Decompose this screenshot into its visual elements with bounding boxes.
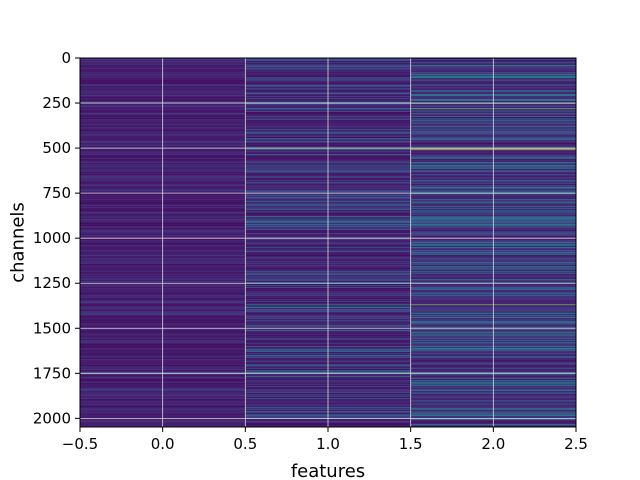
x-tick-label: 1.5 [399,435,423,453]
y-tick-label: 500 [42,139,71,157]
y-tick-label: 2000 [33,409,71,427]
y-tick-label: 1750 [33,364,71,382]
x-tick-label: 0.0 [151,435,175,453]
x-tick-label: −0.5 [62,435,98,453]
x-axis-ticks: −0.5 0.0 0.5 1.0 1.5 2.0 2.5 [62,427,588,453]
y-axis-label: channels [7,202,28,283]
x-axis-label: features [291,461,365,480]
x-tick-label: 2.0 [481,435,505,453]
y-tick-label: 1250 [33,274,71,292]
x-tick-label: 0.5 [233,435,257,453]
y-tick-label: 1000 [33,229,71,247]
x-tick-label: 1.0 [316,435,340,453]
y-tick-label: 750 [42,184,71,202]
y-axis-ticks: 0 250 500 750 1000 1250 1500 1750 2000 [33,49,80,427]
grid-lines [80,57,576,427]
x-tick-label: 2.5 [564,435,588,453]
y-tick-label: 1500 [33,319,71,337]
y-tick-label: 250 [42,94,71,112]
y-tick-label: 0 [61,49,71,67]
